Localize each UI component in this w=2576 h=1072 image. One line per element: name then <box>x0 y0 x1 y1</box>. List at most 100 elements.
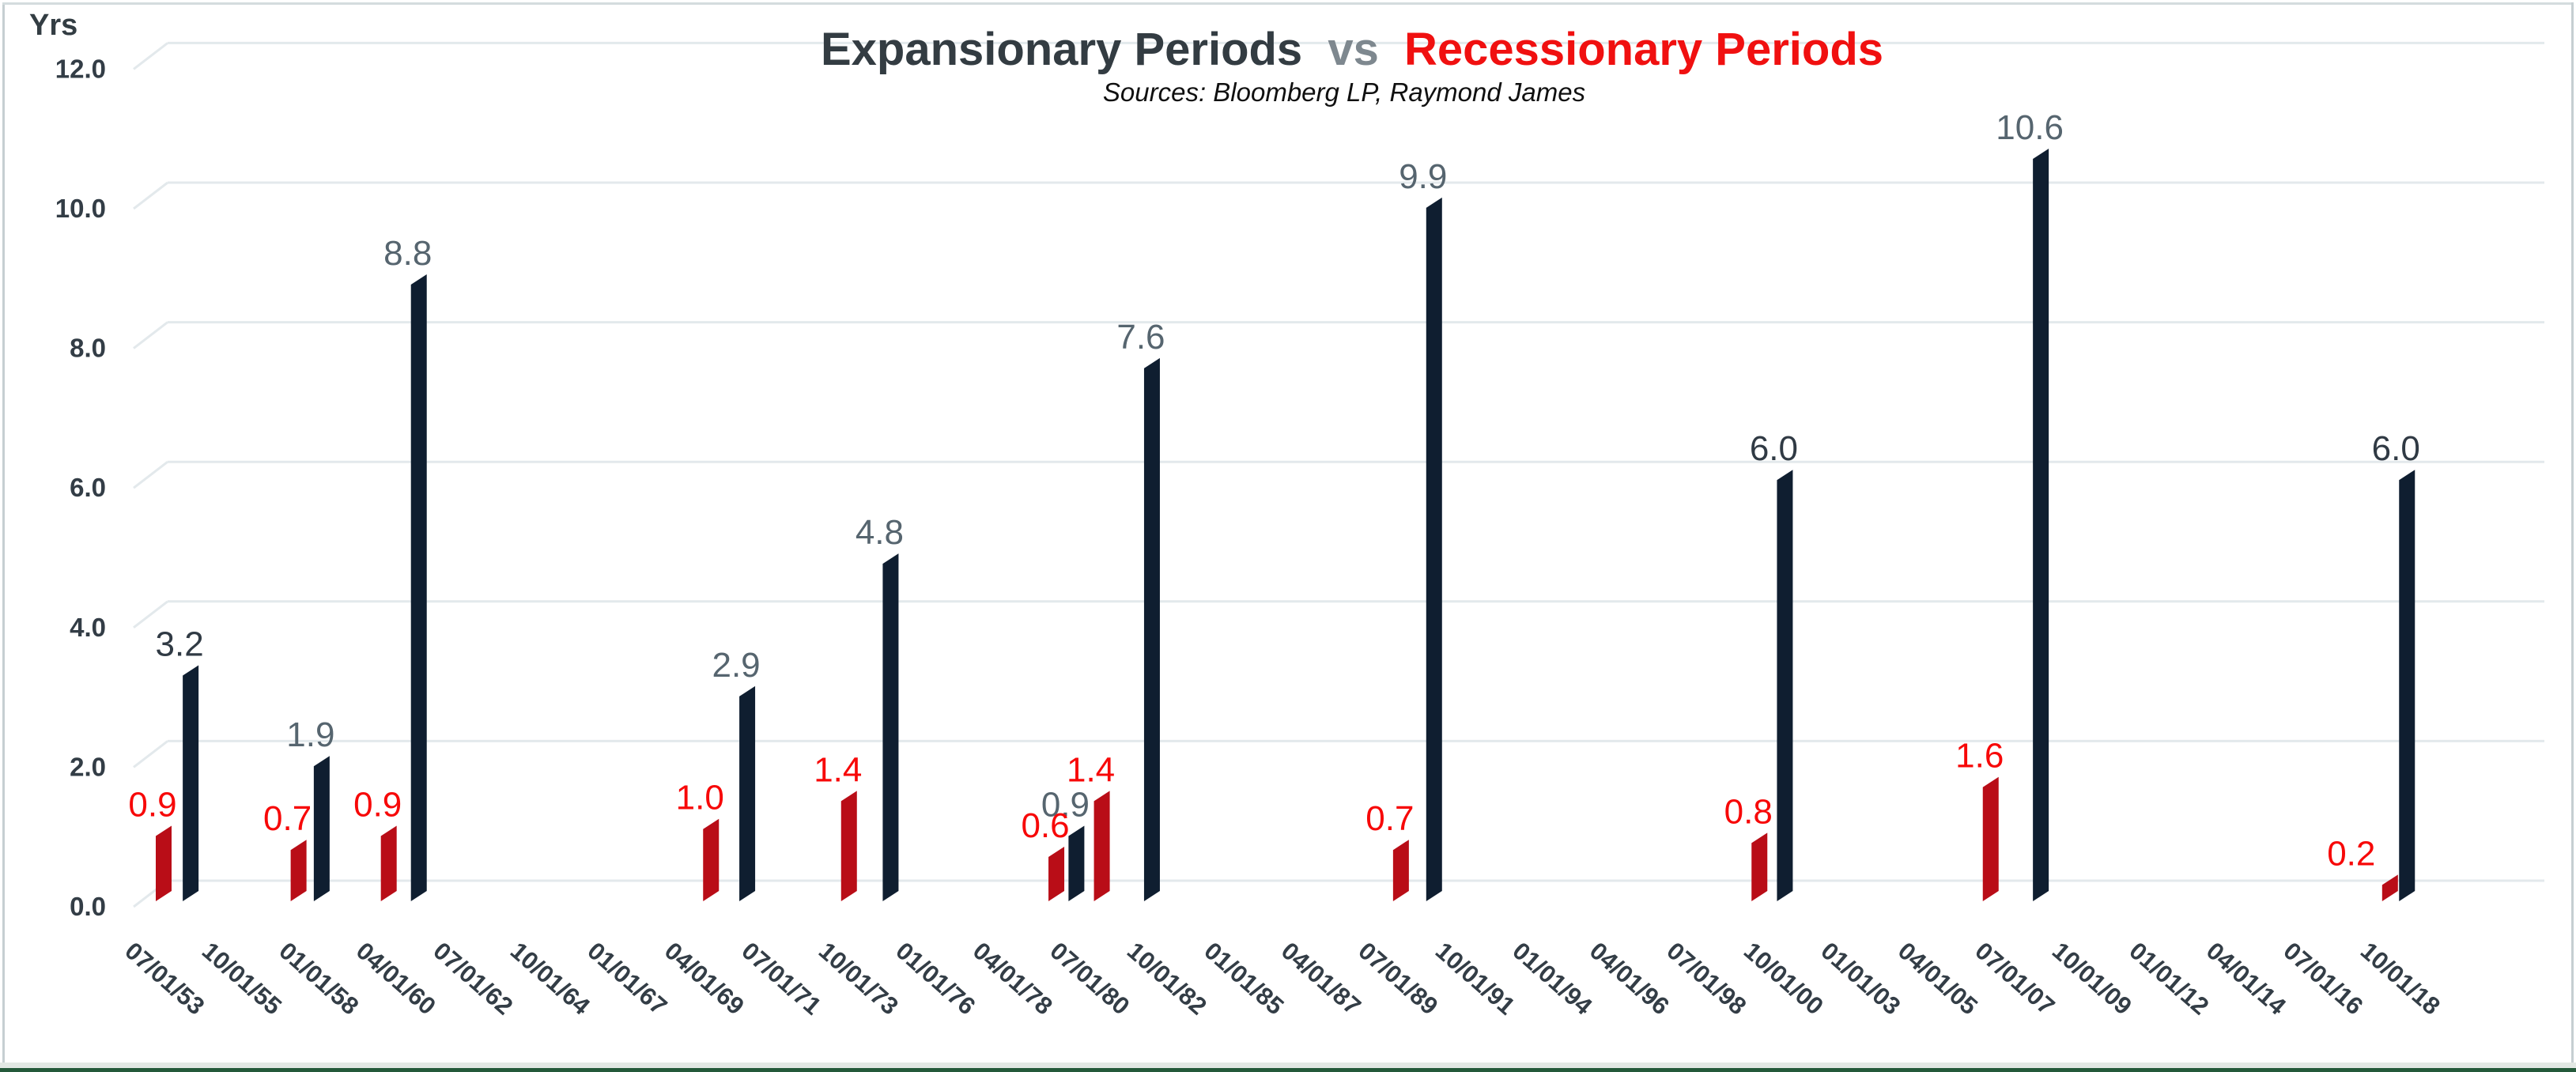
chart-title: Expansionary Periods vs Recessionary Per… <box>821 24 1883 75</box>
chart-title-recessionary: Recessionary Periods <box>1404 24 1883 75</box>
chart-title-vs: vs <box>1328 24 1379 75</box>
x-tick-label: 04/01/60 <box>351 937 441 1021</box>
x-tick-label: 07/01/53 <box>119 937 210 1021</box>
expansion-bar <box>1426 197 1442 901</box>
expansion-value-label: 8.8 <box>383 234 432 273</box>
x-tick-label: 01/01/12 <box>2124 937 2214 1021</box>
expansion-value-labels: 3.2 1.9 8.8 2.9 4.8 0.9 7.6 9.9 6.0 10.6 6.0 <box>156 108 2420 825</box>
x-tick-label: 10/01/73 <box>814 937 904 1021</box>
x-tick-label: 04/01/87 <box>1276 937 1366 1021</box>
y-tick-label: 6.0 <box>70 473 106 502</box>
y-tick-label: 4.0 <box>70 613 106 642</box>
expansion-value-label: 10.6 <box>1996 108 2064 147</box>
recession-bar <box>290 840 307 901</box>
recession-value-label: 0.8 <box>1724 792 1773 831</box>
expansion-value-label: 9.9 <box>1399 157 1447 196</box>
x-tick-label: 07/01/62 <box>428 937 518 1021</box>
recession-value-labels: 0.9 0.7 0.9 1.0 1.4 0.6 1.4 0.7 0.8 1.6 0.2 <box>128 737 2375 874</box>
y-axis-title: Yrs <box>29 9 77 42</box>
gridline-depth-connector <box>133 181 168 210</box>
x-axis-labels: 07/01/5310/01/5501/01/5804/01/6007/01/62… <box>119 937 2446 1021</box>
x-tick-label: 07/01/07 <box>1970 937 2060 1021</box>
recession-bar <box>1982 776 1999 901</box>
recession-value-label: 1.4 <box>1067 750 1115 789</box>
y-tick-label: 10.0 <box>55 194 106 223</box>
gridline-depth-connector <box>133 600 168 628</box>
frame-left-border <box>2 2 5 1067</box>
expansion-value-label: 3.2 <box>156 625 204 663</box>
recession-value-label: 0.9 <box>353 786 402 825</box>
y-tick-label: 0.0 <box>70 892 106 921</box>
chart-title-expansionary: Expansionary Periods <box>821 24 1302 75</box>
recession-bar <box>380 825 397 901</box>
recession-value-label: 0.7 <box>1365 799 1414 838</box>
expansion-bar <box>183 665 199 901</box>
expansion-bar <box>1068 825 1085 901</box>
x-tick-label: 01/01/67 <box>582 937 672 1021</box>
gridline-depth-connector <box>133 42 168 70</box>
expansion-value-label: 4.8 <box>856 513 904 552</box>
x-tick-label: 10/01/09 <box>2047 937 2137 1021</box>
recession-value-label: 1.6 <box>1955 737 2004 776</box>
expansion-bar <box>313 756 330 901</box>
recession-bar <box>1392 840 1409 901</box>
expansion-bar <box>410 274 427 902</box>
recession-bar <box>2381 874 2398 901</box>
x-tick-label: 07/01/89 <box>1353 937 1443 1021</box>
x-tick-label: 04/01/14 <box>2201 937 2292 1021</box>
recession-value-label: 0.9 <box>128 786 176 825</box>
recession-value-label: 0.2 <box>2327 834 2375 873</box>
chart-subtitle-sources: Sources: Bloomberg LP, Raymond James <box>1103 77 1585 107</box>
recession-value-label: 1.0 <box>676 779 724 817</box>
expansion-bar <box>2399 470 2415 901</box>
y-tick-label: 12.0 <box>55 54 106 83</box>
gridline-depth-connector <box>133 740 168 768</box>
x-tick-label: 01/01/03 <box>1815 937 1906 1021</box>
x-tick-label: 07/01/16 <box>2278 937 2368 1021</box>
expansion-bar <box>2033 149 2049 901</box>
y-tick-label: 8.0 <box>70 334 106 363</box>
expansion-value-label: 0.9 <box>1041 786 1090 825</box>
x-tick-label: 10/01/18 <box>2355 937 2446 1021</box>
gridline-depth-connector <box>133 461 168 489</box>
x-tick-label: 01/01/94 <box>1507 937 1598 1021</box>
expansion-bar <box>1143 357 1160 901</box>
expansion-value-label: 6.0 <box>2372 429 2420 468</box>
grid-layer: 0.0 2.0 4.0 6.0 8.0 10.0 12.0 <box>55 41 2544 921</box>
expansion-value-label: 6.0 <box>1750 429 1798 468</box>
x-tick-label: 07/01/71 <box>736 937 826 1021</box>
expansion-value-label: 7.6 <box>1116 318 1165 357</box>
x-tick-label: 01/01/76 <box>890 937 980 1021</box>
frame-top-border <box>2 2 2574 5</box>
x-tick-label: 04/01/96 <box>1585 937 1675 1021</box>
bars-layer <box>156 149 2415 902</box>
frame-bottom-band <box>0 1063 2576 1068</box>
x-tick-label: 10/01/64 <box>505 937 596 1021</box>
x-tick-label: 04/01/69 <box>659 937 750 1021</box>
x-tick-label: 07/01/98 <box>1661 937 1751 1021</box>
recession-value-label: 0.7 <box>263 799 312 838</box>
expansion-value-label: 2.9 <box>712 646 760 685</box>
expansion-bar <box>882 553 899 901</box>
x-tick-label: 01/01/58 <box>274 937 364 1021</box>
x-tick-label: 01/01/85 <box>1199 937 1289 1021</box>
x-tick-label: 10/01/91 <box>1430 937 1520 1021</box>
recession-value-label: 1.4 <box>814 750 862 789</box>
expansion-bar <box>739 685 756 901</box>
gridline-depth-connector <box>133 321 168 349</box>
recession-bar <box>1751 832 1768 901</box>
x-tick-label: 04/01/05 <box>1893 937 1983 1021</box>
x-tick-label: 10/01/00 <box>1739 937 1829 1021</box>
recession-value-label: 0.6 <box>1021 806 1069 845</box>
recession-bar <box>156 825 172 901</box>
recession-bar <box>840 791 857 901</box>
recession-bar <box>703 818 720 901</box>
expansion-bar <box>1777 470 1793 901</box>
recession-bar <box>1093 791 1110 901</box>
y-tick-label: 2.0 <box>70 752 106 781</box>
x-tick-label: 04/01/78 <box>968 937 1058 1021</box>
recession-bar <box>1048 847 1065 901</box>
